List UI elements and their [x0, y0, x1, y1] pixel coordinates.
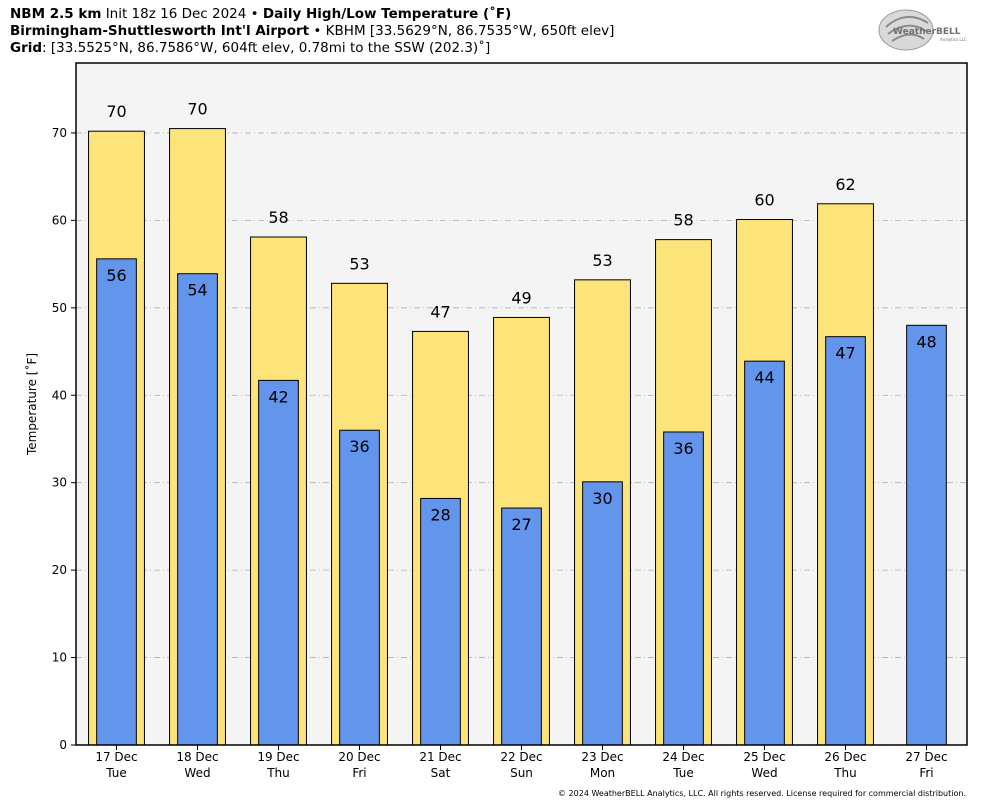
axes: 0 10 20 30 40 50 60 70 17 Dec Tue 18 Dec Wed 19 Dec T…	[52, 126, 948, 780]
x-tick-date: 23 Dec	[581, 750, 623, 764]
station-name: Birmingham-Shuttlesworth Int'l Airport	[10, 23, 310, 39]
low-temp-label: 47	[835, 344, 855, 363]
low-temp-bar	[501, 507, 542, 746]
low-temp-label: 36	[349, 437, 369, 456]
y-tick-label: 50	[52, 301, 67, 315]
low-temp-label: 48	[916, 332, 936, 351]
day-group: 49 27	[493, 288, 550, 746]
high-temp-label: 47	[430, 302, 450, 321]
low-temp-label: 36	[673, 439, 693, 458]
low-temp-bar	[339, 429, 380, 746]
svg-text:WeatherBELL: WeatherBELL	[893, 27, 961, 37]
x-tick-date: 20 Dec	[338, 750, 380, 764]
day-group: 70 56	[88, 102, 145, 746]
day-group: 70 54	[169, 100, 226, 746]
x-tick-date: 27 Dec	[905, 750, 947, 764]
day-group: 53 30	[574, 251, 631, 746]
y-tick-label: 60	[52, 213, 67, 227]
day-group: 58 42	[250, 208, 307, 746]
low-temp-bar	[906, 324, 947, 746]
low-temp-bar	[258, 379, 299, 746]
svg-text:Analytics LLC: Analytics LLC	[940, 37, 967, 42]
y-tick-label: 30	[52, 476, 67, 490]
x-tick-date: 22 Dec	[500, 750, 542, 764]
station-info: KBHM [33.5629°N, 86.7535°W, 650ft elev]	[325, 23, 615, 39]
x-tick-day: Sat	[431, 766, 451, 780]
low-temp-bar	[582, 481, 623, 746]
header-line-1: NBM 2.5 km Init 18z 16 Dec 2024 • Daily …	[10, 6, 614, 23]
low-temp-bar	[420, 497, 461, 746]
x-tick-date: 26 Dec	[824, 750, 866, 764]
high-temp-label: 70	[106, 102, 126, 121]
day-group: 47 28	[412, 302, 469, 746]
separator: •	[313, 23, 322, 39]
low-temp-label: 54	[187, 281, 207, 300]
model-name: NBM 2.5 km	[10, 6, 102, 22]
low-temp-bar	[177, 273, 218, 746]
low-temp-bar	[96, 258, 137, 746]
x-tick-date: 25 Dec	[743, 750, 785, 764]
y-tick-label: 20	[52, 563, 67, 577]
x-tick-day: Thu	[833, 766, 857, 780]
low-temp-label: 44	[754, 368, 774, 387]
y-tick-label: 0	[59, 738, 67, 752]
bars: 70 56 70 54 58 42 53 36 47 28 49 27 53 30 58 36 60 44 62 47…	[88, 100, 947, 746]
grid-info: : [33.5525°N, 86.7586°W, 604ft elev, 0.7…	[42, 40, 491, 56]
high-temp-label: 70	[187, 100, 207, 119]
copyright-notice: © 2024 WeatherBELL Analytics, LLC. All r…	[558, 789, 966, 798]
weatherbell-logo: WeatherBELL Analytics LLC	[878, 9, 967, 51]
low-temp-bar	[825, 336, 866, 746]
header-line-2: Birmingham-Shuttlesworth Int'l Airport •…	[10, 23, 614, 40]
x-tick-day: Wed	[184, 766, 210, 780]
high-temp-label: 53	[349, 254, 369, 273]
low-temp-bar	[744, 360, 785, 746]
x-tick-date: 24 Dec	[662, 750, 704, 764]
high-temp-label: 53	[592, 251, 612, 270]
high-temp-label: 58	[268, 208, 288, 227]
x-tick-date: 18 Dec	[176, 750, 218, 764]
x-tick-date: 19 Dec	[257, 750, 299, 764]
low-temp-label: 27	[511, 515, 531, 534]
x-tick-day: Sun	[510, 766, 533, 780]
x-tick-date: 21 Dec	[419, 750, 461, 764]
low-temp-bar	[663, 431, 704, 746]
day-group: 62 47	[817, 175, 874, 746]
high-temp-label: 62	[835, 175, 855, 194]
x-tick-day: Wed	[751, 766, 777, 780]
x-tick-day: Fri	[919, 766, 933, 780]
x-tick-day: Tue	[105, 766, 127, 780]
low-temp-label: 30	[592, 489, 612, 508]
init-time: Init 18z 16 Dec 2024	[105, 6, 247, 22]
x-tick-day: Thu	[266, 766, 290, 780]
x-tick-date: 17 Dec	[95, 750, 137, 764]
x-tick-day: Tue	[672, 766, 694, 780]
low-temp-label: 42	[268, 387, 288, 406]
high-temp-label: 49	[511, 288, 531, 307]
day-group: 53 36	[331, 254, 388, 746]
header-line-3: Grid: [33.5525°N, 86.7586°W, 604ft elev,…	[10, 40, 614, 57]
y-axis-label: Temperature [˚F]	[24, 353, 39, 456]
separator: •	[250, 6, 259, 22]
low-temp-label: 56	[106, 266, 126, 285]
day-group: 60 44	[736, 191, 793, 746]
grid-label: Grid	[10, 40, 43, 56]
day-group: 58 36	[655, 211, 712, 746]
x-tick-day: Fri	[352, 766, 366, 780]
chart-title: Daily High/Low Temperature (˚F)	[262, 6, 512, 22]
y-tick-label: 40	[52, 388, 67, 402]
high-temp-label: 60	[754, 191, 774, 210]
chart-header: NBM 2.5 km Init 18z 16 Dec 2024 • Daily …	[10, 6, 614, 57]
y-tick-label: 10	[52, 651, 67, 665]
y-tick-label: 70	[52, 126, 67, 140]
x-tick-day: Mon	[590, 766, 615, 780]
high-temp-label: 58	[673, 211, 693, 230]
day-group: 48	[906, 324, 947, 746]
low-temp-label: 28	[430, 505, 450, 524]
